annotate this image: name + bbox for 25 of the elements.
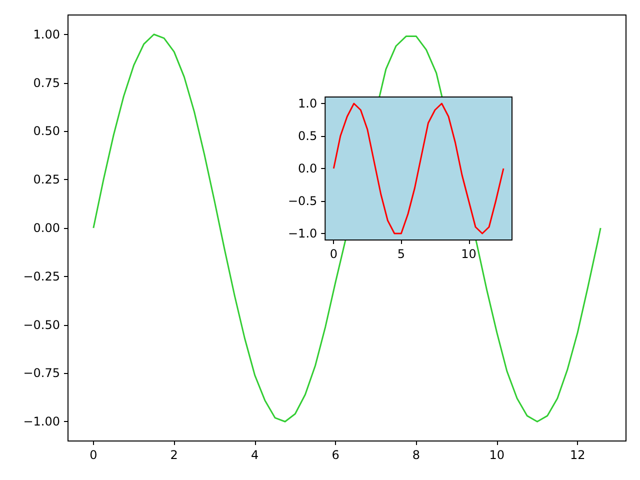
x-tick-label: 8 xyxy=(412,448,420,462)
x-tick-label: 2 xyxy=(170,448,178,462)
x-tick-label: 0 xyxy=(330,247,338,261)
x-tick-label: 6 xyxy=(332,448,340,462)
y-tick-label: −0.75 xyxy=(23,366,60,380)
x-tick-label: 10 xyxy=(489,448,505,462)
line-series xyxy=(332,102,504,234)
y-tick-label: 0.5 xyxy=(298,129,318,143)
y-tick-label: 1.00 xyxy=(33,27,60,42)
x-tick-label: 4 xyxy=(250,448,259,462)
x-tick-label: 12 xyxy=(570,448,586,462)
y-tick-label: 0.00 xyxy=(33,221,60,235)
y-tick-label: −0.25 xyxy=(23,269,60,284)
y-tick-label: 0.0 xyxy=(298,162,318,176)
y-tick-label: 0.25 xyxy=(33,172,60,187)
y-tick-label: −0.50 xyxy=(23,318,60,332)
y-tick-label: −1.0 xyxy=(288,226,318,240)
y-tick-label: 0.50 xyxy=(33,124,60,138)
x-tick-label: 5 xyxy=(397,247,406,261)
x-tick-label: 0 xyxy=(90,448,98,462)
y-tick-label: −1.00 xyxy=(23,414,60,429)
y-tick-label: −0.5 xyxy=(288,194,318,208)
y-tick-label: 1.0 xyxy=(298,96,318,110)
x-tick-label: 10 xyxy=(461,247,476,261)
y-tick-label: 0.75 xyxy=(33,76,60,90)
